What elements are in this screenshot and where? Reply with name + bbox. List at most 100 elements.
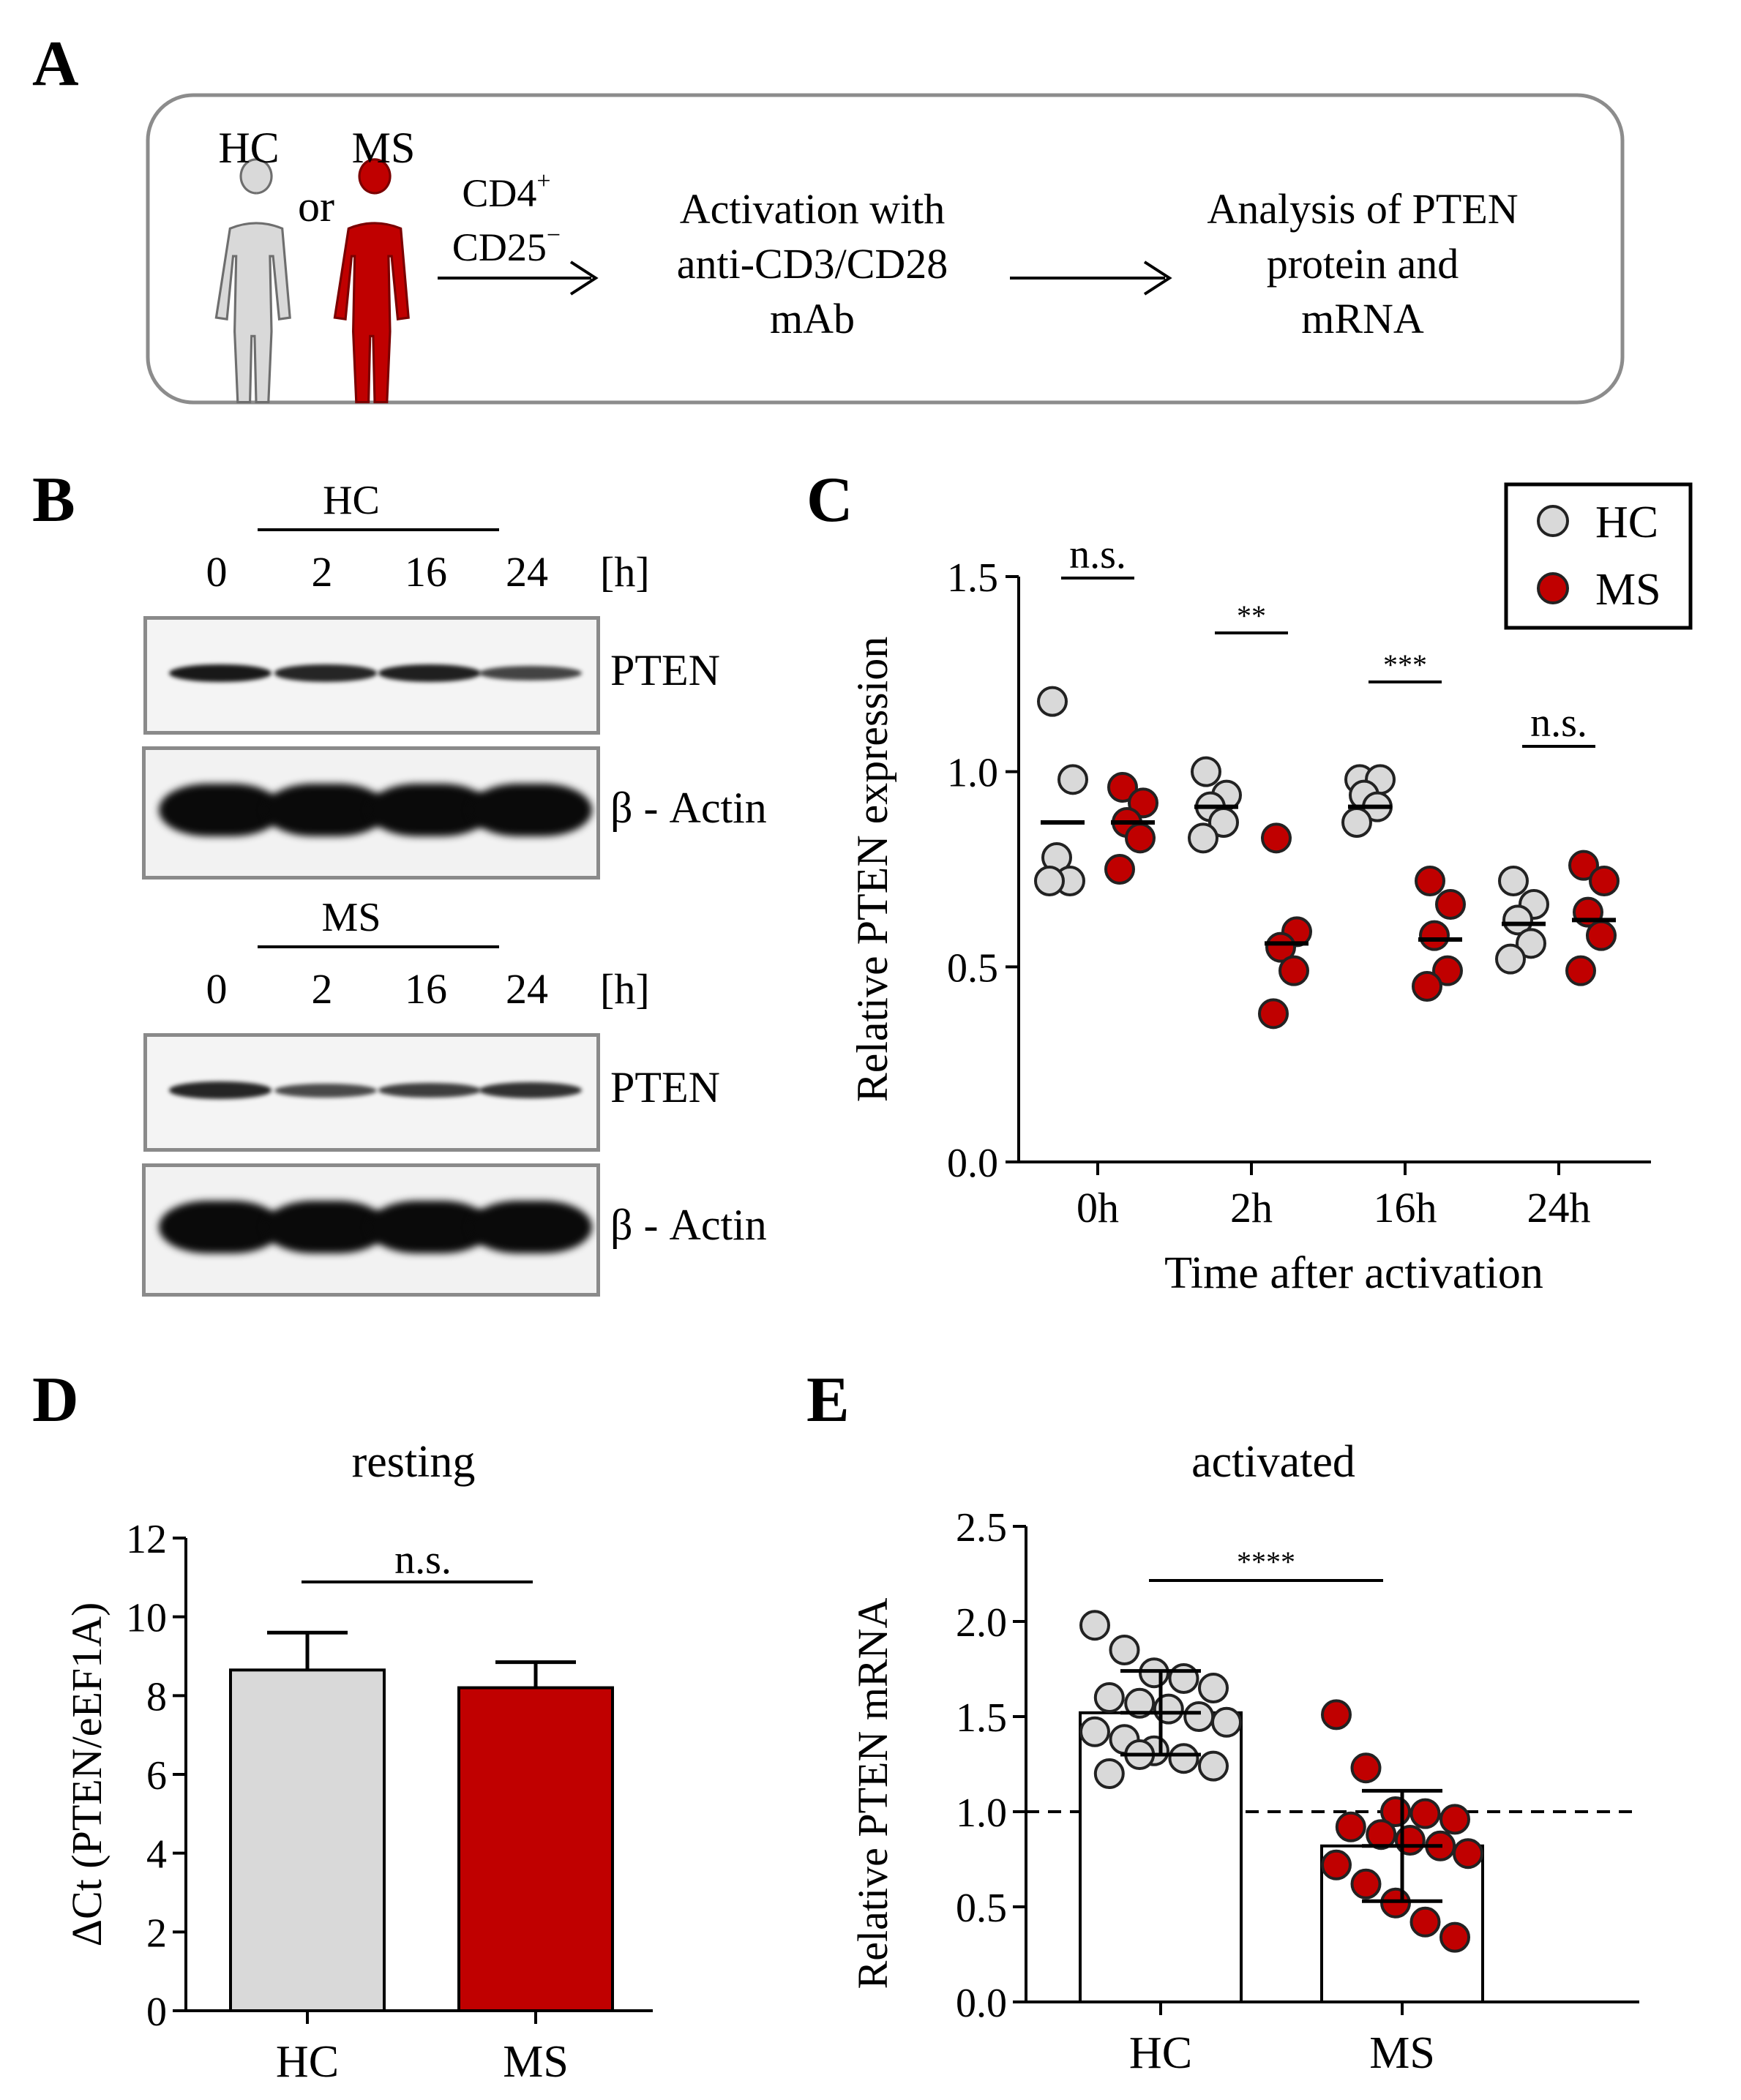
data-point-hc [1516, 928, 1546, 959]
ms-label: MS [352, 124, 416, 172]
step2-line1: Analysis of PTEN [1207, 185, 1518, 233]
data-point-ms [1432, 955, 1463, 986]
x-tick-label: 24h [1527, 1184, 1591, 1231]
data-point-ms [1350, 1868, 1382, 1900]
legend-marker-hc [1537, 505, 1569, 537]
chart-c: 0.0 0.5 1.0 1.5 0h 2h 16h 24h Time after activat… [848, 482, 1693, 1298]
lane-label: 2 [311, 548, 333, 596]
data-point-hc [1093, 1758, 1125, 1789]
hc-label: HC [218, 124, 279, 172]
data-point-ms [1409, 1798, 1441, 1829]
data-point-hc [1109, 1635, 1140, 1665]
y-tick-label: 8 [146, 1674, 167, 1720]
data-point-ms [1366, 1819, 1397, 1850]
actin-blot [142, 746, 600, 880]
pten-label: PTEN [610, 1063, 720, 1111]
pten-band [378, 1082, 481, 1098]
pten-band [479, 666, 582, 680]
data-point-hc [1188, 822, 1218, 854]
chart-d: resting 0 2 4 6 8 10 12 ΔCt (PTEN/eEF1A) HC MS n.s. [63, 1437, 653, 2087]
arrow-right-icon [438, 260, 599, 296]
actin-band [264, 1201, 387, 1253]
data-point-hc [1168, 1743, 1199, 1774]
data-point-hc [1037, 686, 1068, 717]
data-point-ms [1128, 787, 1158, 819]
data-point-ms [1589, 866, 1620, 896]
data-point-ms [1104, 854, 1135, 885]
significance-label: ** [1237, 599, 1266, 632]
pten-band [274, 664, 377, 682]
y-tick-label: 10 [126, 1596, 167, 1641]
x-tick-label: 2h [1230, 1184, 1273, 1231]
data-point-ms [1107, 772, 1138, 803]
step1-line1: Activation with [680, 185, 945, 233]
significance-label: n.s. [1069, 532, 1126, 577]
y-tick-label: 12 [126, 1517, 167, 1562]
data-point-hc [1198, 1750, 1229, 1782]
data-point-hc [1057, 764, 1088, 795]
data-point-hc [1498, 866, 1529, 896]
data-point-ms [1409, 1906, 1441, 1938]
pten-band [274, 1083, 377, 1098]
y-tick-label: 4 [146, 1832, 167, 1878]
workflow-schematic: HC or MS CD4+ CD25− Activation with anti… [146, 93, 1625, 405]
legend-box [1504, 482, 1693, 630]
y-axis-label: ΔCt (PTEN/eEF1A) [63, 1602, 111, 1947]
lane-label: 24 [506, 548, 548, 596]
time-unit-label: [h] [600, 965, 650, 1013]
western-blot-panel: HC 0 2 16 24 [h] PTEN β - Actin MS 0 2 16 24 [h] PTEN β… [0, 468, 805, 1317]
chart-title: activated [1191, 1437, 1355, 1487]
pten-band [169, 1081, 272, 1099]
y-tick-label: 2.0 [956, 1600, 1007, 1646]
data-point-hc [1079, 1610, 1110, 1641]
lane-label: 2 [311, 965, 333, 1013]
actin-band [159, 1201, 282, 1253]
panel-label-d: D [32, 1365, 79, 1436]
step1-line3: mAb [770, 295, 855, 342]
data-point-hc [1341, 807, 1372, 838]
y-tick-label: 0.5 [947, 945, 998, 991]
marker-cd25: CD25− [452, 222, 561, 269]
panel-label-b: B [32, 465, 75, 536]
data-point-ms [1439, 1921, 1470, 1953]
x-tick-label: 16h [1374, 1184, 1437, 1231]
chart-title: resting [352, 1437, 476, 1487]
data-point-hc [1198, 1673, 1229, 1703]
bar-ms [457, 1686, 614, 2012]
data-point-ms [1586, 920, 1617, 951]
actin-band [469, 1201, 592, 1253]
data-point-ms [1453, 1838, 1483, 1870]
data-point-ms [1412, 971, 1442, 1002]
blot-group-underline [258, 945, 499, 948]
pten-band [378, 664, 481, 682]
workflow-frame [146, 93, 1625, 405]
data-point-ms [1321, 1849, 1352, 1880]
data-point-ms [1258, 998, 1289, 1030]
panel-label-c: C [806, 465, 853, 536]
bar-hc [229, 1668, 386, 2012]
lane-label: 0 [206, 965, 228, 1013]
data-point-ms [1265, 931, 1296, 963]
x-tick-label: HC [1129, 2028, 1192, 2078]
actin-blot [142, 1163, 600, 1297]
actin-band [469, 784, 592, 836]
pten-blot [143, 1033, 600, 1152]
data-point-hc [1495, 943, 1526, 975]
panel-label-e: E [806, 1365, 850, 1436]
y-tick-label: 6 [146, 1753, 167, 1799]
y-tick-label: 0 [146, 1990, 167, 2035]
data-point-ms [1439, 1804, 1470, 1835]
data-point-hc [1502, 904, 1533, 936]
pten-blot [143, 616, 600, 735]
significance-label: n.s. [1530, 700, 1587, 746]
actin-label: β - Actin [610, 1201, 767, 1249]
blot-group-label: HC [323, 478, 380, 523]
data-point-ms [1415, 866, 1445, 896]
significance-label: **** [1237, 1545, 1295, 1578]
data-point-hc [1183, 1701, 1215, 1732]
x-axis-label: Time after activation [1164, 1248, 1543, 1298]
data-point-ms [1278, 955, 1309, 986]
y-axis-label: Relative PTEN expression [848, 637, 896, 1103]
x-tick-label: MS [1369, 2028, 1435, 2078]
step2-line2: protein and [1267, 240, 1459, 288]
